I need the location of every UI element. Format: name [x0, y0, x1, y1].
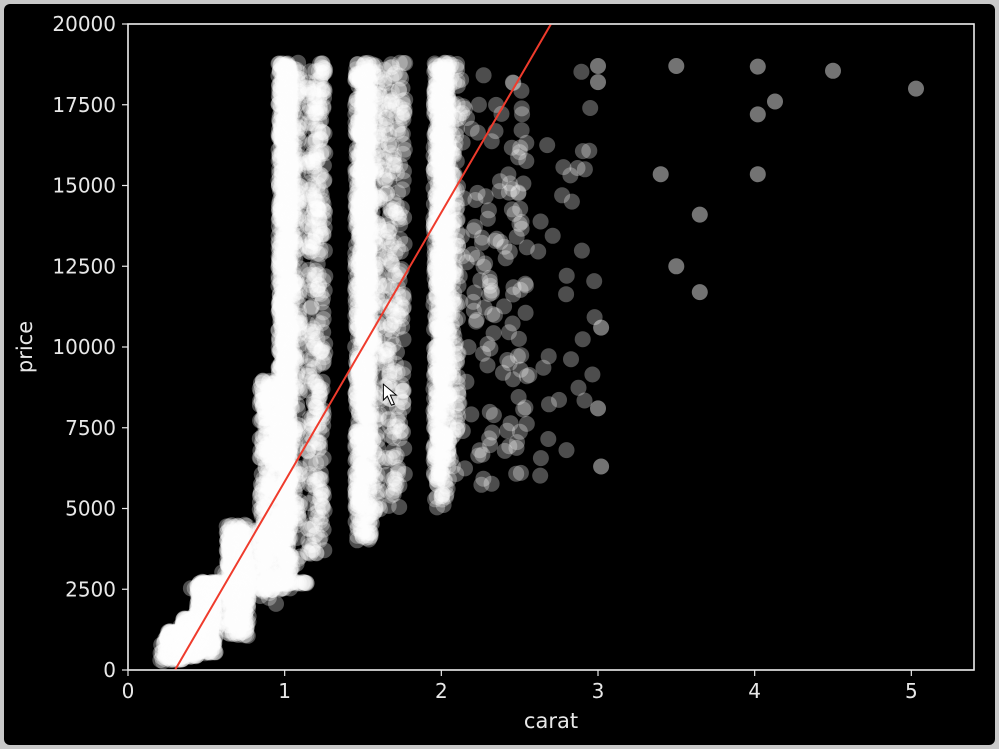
y-tick-label: 7500 [65, 416, 116, 440]
scatter-chart: 0 1 2 3 4 5 carat 0 2500 5000 7500 10000 12500 15000 1… [4, 4, 995, 745]
y-tick-label: 5000 [65, 497, 116, 521]
y-tick-label: 12500 [52, 254, 116, 278]
y-tick-label: 20000 [52, 12, 116, 36]
x-tick-label: 4 [748, 679, 761, 703]
x-tick-label: 5 [905, 679, 918, 703]
chart-card: 0 1 2 3 4 5 carat 0 2500 5000 7500 10000 12500 15000 1… [4, 4, 995, 745]
y-tick-label: 15000 [52, 174, 116, 198]
y-tick-label: 10000 [52, 335, 116, 359]
x-tick-label: 0 [122, 679, 135, 703]
x-tick-label: 2 [435, 679, 448, 703]
x-axis-label: carat [524, 709, 578, 733]
x-tick-label: 3 [592, 679, 605, 703]
x-tick-label: 1 [278, 679, 291, 703]
y-tick-label: 2500 [65, 577, 116, 601]
y-tick-label: 17500 [52, 93, 116, 117]
y-axis-label: price [13, 321, 37, 373]
y-tick-label: 0 [103, 658, 116, 682]
scatter-points [152, 24, 924, 670]
